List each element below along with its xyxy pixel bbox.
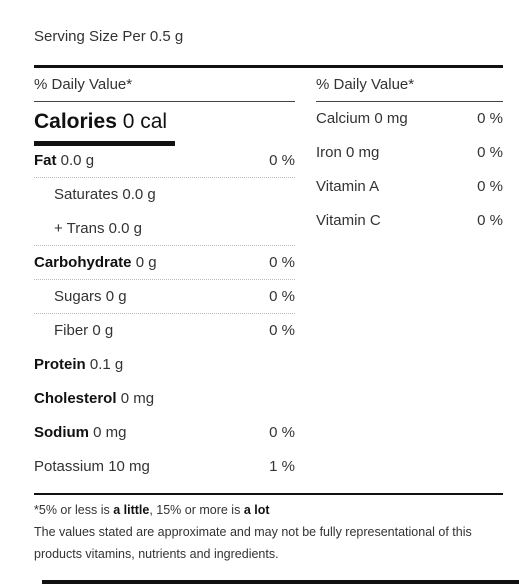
nutrient-row-iron: Iron 0 mg 0 %	[316, 136, 503, 170]
nutrient-label: Sugars 0 g	[54, 288, 127, 305]
nutrient-percent: 0 %	[269, 424, 295, 441]
daily-value-header-left: % Daily Value*	[34, 68, 295, 102]
nutrient-row-carbohydrate: Carbohydrate 0 g 0 %	[34, 246, 295, 280]
nutrient-value: 0 g	[135, 254, 157, 271]
lot-emphasis: a lot	[243, 503, 270, 517]
top-rule	[34, 65, 503, 68]
footnote: *5% or less is a little, 15% or more is …	[34, 499, 509, 565]
nutrient-label: Fiber 0 g	[54, 322, 114, 339]
disclaimer-text: The values stated are approximate and ma…	[34, 525, 472, 561]
nutrient-row-fat: Fat 0.0 g 0 %	[34, 144, 295, 178]
daily-value-legend: *5% or less is a little, 15% or more is …	[34, 503, 270, 517]
calories-row: Calories 0 cal	[34, 102, 295, 146]
nutrient-row-sugars: Sugars 0 g 0 %	[34, 280, 295, 314]
calories-text: Calories 0 cal	[34, 110, 167, 134]
nutrient-label: Vitamin C	[316, 212, 381, 229]
nutrient-label: + Trans 0.0 g	[54, 220, 142, 237]
nutrient-percent: 0 %	[269, 152, 295, 169]
nutrient-row-trans: + Trans 0.0 g	[34, 212, 295, 246]
nutrient-label: Potassium 10 mg	[34, 458, 150, 475]
nutrient-label: Vitamin A	[316, 178, 380, 195]
nutrient-label: Sodium	[34, 424, 89, 441]
nutrient-label: Iron 0 mg	[316, 144, 380, 161]
calories-label: Calories	[34, 110, 117, 133]
nutrient-value: 0 mg	[93, 424, 127, 441]
nutrient-value: 0.1 g	[89, 356, 124, 373]
nutrient-label: Saturates 0.0 g	[54, 186, 156, 203]
nutrient-label: Calcium 0 mg	[316, 110, 408, 127]
nutrient-row-protein: Protein 0.1 g	[34, 348, 295, 382]
nutrient-percent: 0 %	[269, 254, 295, 271]
calories-value: 0 cal	[122, 110, 168, 133]
nutrient-row-potassium: Potassium 10 mg 1 %	[34, 450, 295, 484]
nutrient-percent: 0 %	[477, 144, 503, 161]
nutrient-row-calcium: Calcium 0 mg 0 %	[316, 102, 503, 136]
nutrient-row-vitamin-c: Vitamin C 0 %	[316, 204, 503, 238]
nutrient-row-cholesterol: Cholesterol 0 mg	[34, 382, 295, 416]
daily-value-header-right: % Daily Value*	[316, 68, 503, 102]
page-bottom-edge	[42, 580, 519, 584]
nutrient-row-vitamin-a: Vitamin A 0 %	[316, 170, 503, 204]
nutrient-percent: 0 %	[477, 212, 503, 229]
calories-underline	[34, 141, 175, 146]
bottom-rule	[34, 493, 503, 495]
nutrient-row-saturates: Saturates 0.0 g	[34, 178, 295, 212]
nutrient-percent: 0 %	[269, 288, 295, 305]
nutrient-row-sodium: Sodium 0 mg 0 %	[34, 416, 295, 450]
nutrient-percent: 1 %	[269, 458, 295, 475]
nutrient-value: 0.0 g	[60, 152, 95, 169]
nutrient-label: Fat	[34, 152, 57, 169]
nutrient-percent: 0 %	[477, 178, 503, 195]
nutrient-label: Protein	[34, 356, 86, 373]
nutrient-label: Carbohydrate	[34, 254, 132, 271]
nutrient-row-fiber: Fiber 0 g 0 %	[34, 314, 295, 348]
nutrient-value: 0 mg	[120, 390, 155, 407]
little-emphasis: a little	[113, 503, 150, 517]
nutrients-column-left: % Daily Value* Calories 0 cal Fat 0.0 g …	[34, 68, 295, 484]
nutrient-percent: 0 %	[477, 110, 503, 127]
nutrient-percent: 0 %	[269, 322, 295, 339]
nutrient-label: Cholesterol	[34, 390, 117, 407]
nutrients-column-right: % Daily Value* Calcium 0 mg 0 % Iron 0 m…	[316, 68, 503, 238]
serving-size: Serving Size Per 0.5 g	[34, 28, 184, 45]
